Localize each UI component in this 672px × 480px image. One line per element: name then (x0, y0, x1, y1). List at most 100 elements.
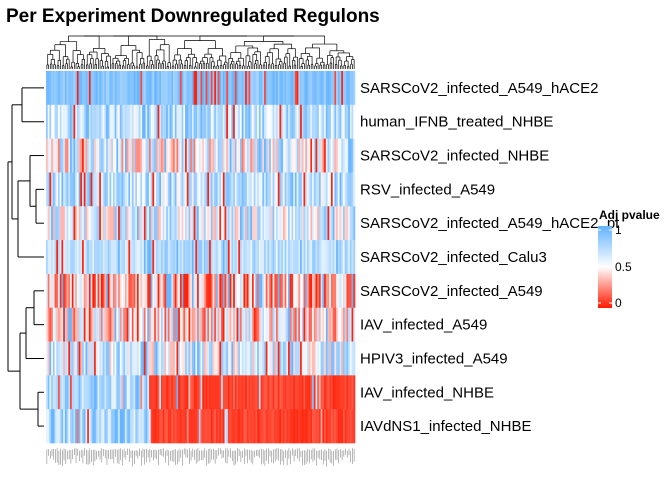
heatmap-cell (133, 71, 136, 106)
column-label-mark (276, 448, 278, 460)
heatmap-cell (269, 307, 272, 342)
heatmap-cell (112, 409, 115, 444)
heatmap-cell (90, 375, 93, 410)
heatmap-cell (210, 307, 213, 342)
heatmap-cell (143, 409, 146, 444)
heatmap-cell (59, 206, 62, 241)
heatmap-cell (107, 341, 110, 376)
heatmap-cell (288, 240, 291, 275)
heatmap-cell (284, 71, 287, 106)
heatmap-cell (224, 307, 227, 342)
heatmap-cell (276, 375, 279, 410)
heatmap-cell (88, 307, 91, 342)
heatmap-cell (205, 71, 208, 106)
heatmap-cell (176, 240, 179, 275)
heatmap-cell (46, 71, 49, 106)
heatmap-cell (294, 138, 297, 173)
heatmap-cell (334, 71, 337, 106)
heatmap-cell (215, 341, 218, 376)
heatmap-cell (130, 341, 133, 376)
column-label-mark (345, 448, 346, 455)
heatmap-cell (217, 375, 220, 410)
heatmap-cell (140, 341, 143, 376)
heatmap-cell (342, 375, 345, 410)
heatmap-cell (166, 240, 169, 275)
heatmap-cell (80, 273, 83, 309)
heatmap-cell (166, 273, 169, 309)
heatmap-cell (185, 375, 188, 410)
heatmap-cell (305, 341, 308, 376)
heatmap-cell (298, 240, 301, 275)
heatmap-cell (143, 104, 146, 139)
heatmap-cell (288, 409, 291, 444)
heatmap-cell (205, 409, 208, 444)
heatmap-cell (64, 104, 67, 139)
column-label-mark (149, 448, 151, 463)
heatmap-cell (159, 409, 162, 444)
chart-title: Per Experiment Downregulated Regulons (6, 6, 380, 27)
heatmap-cell (245, 71, 248, 106)
heatmap-cell (121, 341, 124, 376)
heatmap-cell (173, 307, 176, 342)
heatmap-cell (49, 273, 52, 309)
heatmap-cell (87, 172, 90, 207)
heatmap-cell (202, 206, 205, 241)
heatmap-cell (73, 341, 76, 376)
column-label-mark (185, 448, 187, 458)
heatmap-cell (54, 206, 57, 241)
heatmap-cell (248, 71, 251, 106)
heatmap-cell (164, 307, 167, 342)
heatmap-cell (320, 375, 323, 410)
heatmap-cell (198, 375, 201, 410)
heatmap-cell (95, 138, 98, 173)
heatmap-cell (330, 138, 333, 173)
heatmap-cell (234, 341, 237, 376)
heatmap-cell (243, 104, 246, 139)
heatmap-cell (95, 307, 98, 342)
heatmap-cell (322, 375, 325, 410)
heatmap-cell (63, 138, 66, 173)
column-label-mark (165, 450, 166, 463)
heatmap-cell (245, 273, 248, 309)
heatmap-cell (349, 104, 352, 139)
heatmap-cell (257, 341, 260, 376)
heatmap-cell (210, 104, 213, 139)
heatmap-cell (195, 172, 198, 207)
column-label-mark (240, 450, 242, 463)
heatmap-cell (334, 206, 337, 241)
heatmap-cell (332, 206, 335, 241)
heatmap-cell (320, 138, 323, 173)
column-label-mark (309, 449, 310, 464)
heatmap-cell (130, 240, 133, 275)
column-label-mark (98, 450, 99, 457)
heatmap-cell (300, 341, 303, 376)
heatmap-cell (119, 409, 122, 444)
heatmap-cell (317, 240, 320, 275)
heatmap-cell (286, 273, 289, 309)
heatmap-cell (178, 240, 181, 275)
heatmap-cell (157, 172, 160, 207)
column-label-mark (134, 450, 135, 465)
heatmap-cell (157, 375, 160, 410)
heatmap-cell (289, 341, 292, 376)
heatmap-cell (92, 341, 95, 376)
heatmap-cell (149, 138, 152, 173)
heatmap-cell (276, 138, 279, 173)
heatmap-cell (111, 172, 114, 207)
heatmap-cell (246, 172, 249, 207)
heatmap-cell (310, 104, 313, 139)
column-label-mark (137, 450, 139, 459)
heatmap-cell (104, 375, 107, 410)
heatmap-cell (198, 409, 201, 444)
heatmap-cell (281, 104, 284, 139)
heatmap-cell (288, 307, 291, 342)
heatmap-cell (348, 307, 351, 342)
heatmap-cell (221, 172, 224, 207)
heatmap-cell (52, 341, 55, 376)
heatmap-cell (128, 341, 131, 376)
heatmap-cell (289, 307, 292, 342)
heatmap-cell (214, 172, 217, 207)
heatmap-cell (82, 71, 85, 106)
column-label-mark (116, 449, 118, 464)
heatmap-cell (169, 138, 172, 173)
